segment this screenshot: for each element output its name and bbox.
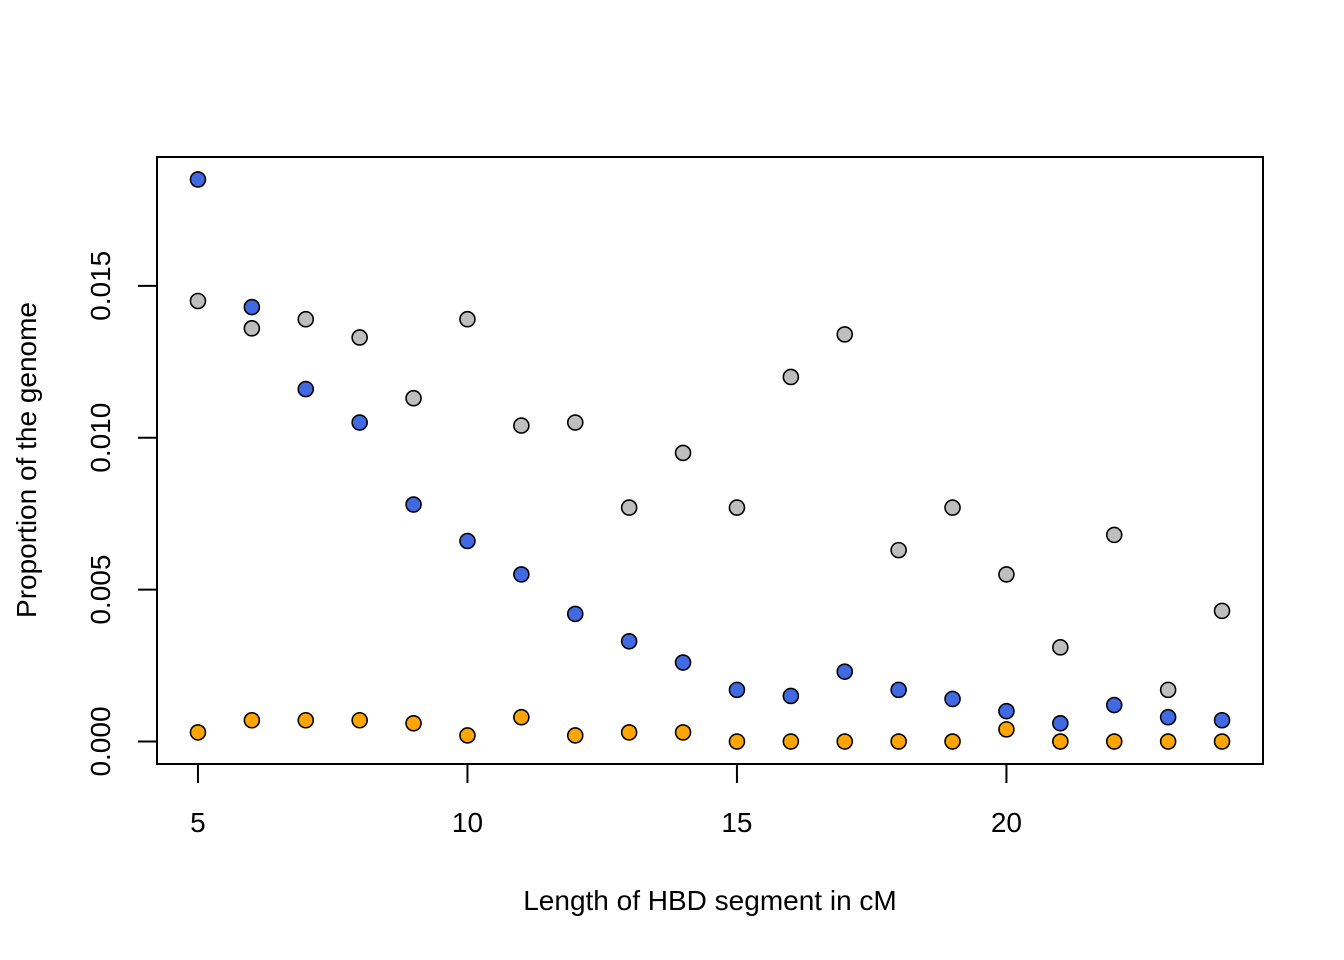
data-point-series-2 [620,499,638,516]
data-point-series-2 [782,368,800,386]
plot-frame [156,156,1264,765]
data-point-series-2 [1052,639,1069,656]
data-point-series-2 [998,566,1015,583]
data-point-series-1 [836,663,854,680]
data-point-series-3 [890,733,907,750]
y-tick-label: 0.010 [85,403,116,473]
y-axis-label: Proportion of the genome [11,302,42,618]
data-point-series-3 [1213,733,1231,750]
data-point-series-3 [405,714,422,732]
data-point-series-3 [459,727,476,744]
data-point-series-3 [782,733,800,750]
y-tick-label: 0.000 [85,706,116,776]
data-point-series-2 [836,326,854,343]
data-point-series-2 [1159,681,1177,699]
data-point-series-1 [459,532,476,550]
data-point-series-1 [620,632,638,650]
data-point-series-1 [1105,696,1123,714]
data-point-series-1 [351,414,368,431]
data-point-series-2 [297,310,315,328]
data-points [189,171,1231,750]
data-point-series-3 [674,724,692,741]
x-tick-label: 5 [190,807,206,838]
data-point-series-1 [1159,708,1177,726]
y-axis: 0.000 0.005 0.010 0.015 [85,251,158,777]
data-point-series-1 [189,171,207,188]
data-point-series-2 [728,499,746,516]
data-point-series-3 [620,724,638,741]
data-point-series-1 [1213,711,1231,729]
data-point-series-2 [890,541,907,559]
data-point-series-2 [944,499,961,516]
data-point-series-3 [1105,733,1123,750]
data-point-series-3 [189,724,207,741]
data-point-series-3 [1159,733,1177,750]
y-tick-label: 0.005 [85,555,116,625]
data-point-series-2 [674,444,692,462]
data-point-series-3 [998,721,1015,738]
data-point-series-3 [297,711,315,729]
data-point-series-1 [1052,714,1069,732]
data-point-series-1 [513,566,530,583]
data-point-series-1 [998,702,1015,720]
data-point-series-2 [189,292,207,310]
data-point-series-2 [1105,526,1123,544]
data-point-series-1 [566,605,584,623]
y-tick-label: 0.015 [85,251,116,321]
x-axis: 5 10 15 20 [190,763,1022,838]
data-point-series-1 [782,687,800,705]
data-point-series-1 [944,690,961,708]
x-tick-label: 10 [452,807,483,838]
data-point-series-2 [513,417,530,434]
x-tick-label: 20 [991,807,1022,838]
data-point-series-1 [405,496,422,513]
data-point-series-3 [243,711,261,729]
data-point-series-3 [566,727,584,744]
data-point-series-2 [351,329,368,346]
data-point-series-1 [674,654,692,671]
data-point-series-3 [836,733,854,750]
data-point-series-2 [243,320,261,337]
data-point-series-2 [1213,602,1231,620]
data-point-series-3 [513,708,530,726]
data-point-series-3 [944,733,961,750]
data-point-series-3 [728,733,746,750]
data-point-series-3 [1052,733,1069,750]
data-point-series-1 [890,681,907,699]
data-point-series-2 [405,389,422,407]
data-point-series-2 [459,310,476,328]
x-tick-label: 15 [721,807,752,838]
data-point-series-1 [728,681,746,699]
data-point-series-3 [351,711,368,729]
data-point-series-1 [297,380,315,398]
x-axis-label: Length of HBD segment in cM [523,885,897,916]
data-point-series-1 [243,298,261,316]
data-point-series-2 [566,414,584,431]
